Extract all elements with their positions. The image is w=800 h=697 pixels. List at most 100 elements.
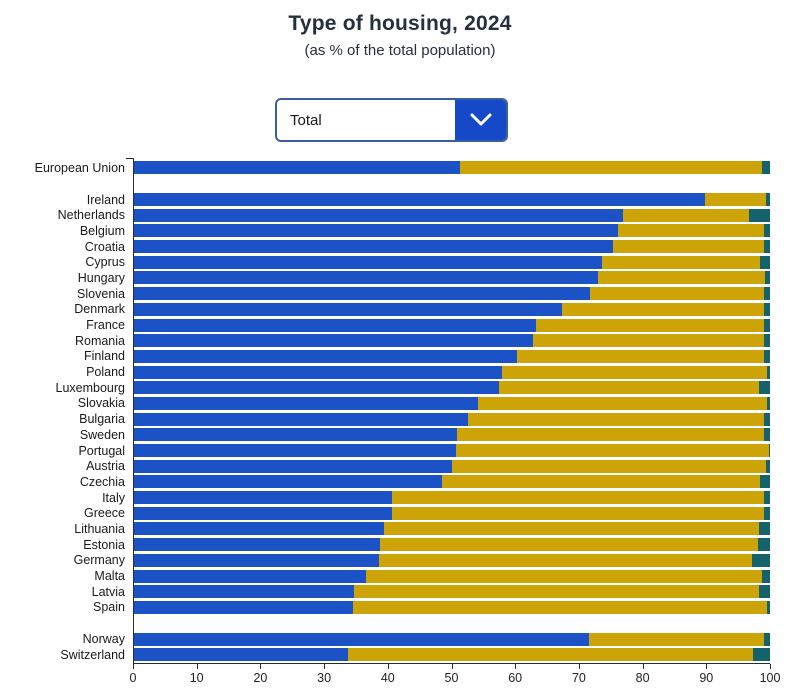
bar-segment-gold[interactable] [478,396,767,410]
bar-segment-teal[interactable] [763,240,770,254]
bar-segment-blue[interactable] [133,302,562,316]
bar-segment-teal[interactable] [763,349,770,363]
bar-segment-teal[interactable] [766,600,770,614]
bar-segment-teal[interactable] [763,224,770,238]
bar-segment-teal[interactable] [763,287,770,301]
bar-segment-blue[interactable] [133,459,453,473]
bar-segment-teal[interactable] [763,632,770,646]
bar-segment-gold[interactable] [391,506,764,520]
bar-segment-blue[interactable] [133,318,537,332]
bar-segment-gold[interactable] [612,240,764,254]
bar-segment-teal[interactable] [752,553,770,567]
bar-segment-teal[interactable] [759,381,770,395]
bar-segment-teal[interactable] [760,475,770,489]
row-track [133,428,770,442]
bar-segment-blue[interactable] [133,648,349,662]
bar-segment-teal[interactable] [763,428,770,442]
bar-segment-blue[interactable] [133,553,379,567]
bar-segment-gold[interactable] [501,365,767,379]
bar-segment-blue[interactable] [133,161,460,175]
bar-segment-teal[interactable] [753,648,770,662]
bar-segment-blue[interactable] [133,428,458,442]
bar-segment-blue[interactable] [133,224,619,238]
bar-segment-blue[interactable] [133,240,613,254]
bar-segment-gold[interactable] [455,444,769,458]
bar-segment-blue[interactable] [133,396,479,410]
bar-segment-blue[interactable] [133,522,384,536]
bar-segment-blue[interactable] [133,491,393,505]
bar-segment-teal[interactable] [757,538,770,552]
bar-segment-teal[interactable] [768,444,770,458]
bar-segment-blue[interactable] [133,193,706,207]
bar-segment-blue[interactable] [133,349,518,363]
x-axis-tick [451,663,453,669]
row-label: Slovenia [77,286,125,301]
bar-segment-teal[interactable] [763,412,770,426]
bar-segment-gold[interactable] [622,208,749,222]
bar-segment-teal[interactable] [760,255,770,269]
bar-segment-blue[interactable] [133,538,380,552]
dropdown-toggle-button[interactable] [455,100,506,140]
bar-segment-blue[interactable] [133,334,534,348]
bar-segment-blue[interactable] [133,287,591,301]
bar-segment-teal[interactable] [765,459,770,473]
bar-segment-gold[interactable] [457,428,764,442]
x-axis-tick [387,663,389,669]
bar-segment-gold[interactable] [705,193,766,207]
bar-segment-gold[interactable] [468,412,764,426]
bar-segment-gold[interactable] [392,491,764,505]
row-label: Belgium [79,223,125,238]
bar-segment-teal[interactable] [759,585,770,599]
bar-segment-gold[interactable] [536,318,764,332]
bar-segment-gold[interactable] [517,349,764,363]
bar-segment-blue[interactable] [133,208,623,222]
bar-segment-gold[interactable] [589,632,764,646]
housing-type-dropdown[interactable]: Total [275,98,508,142]
bar-segment-gold[interactable] [383,522,760,536]
bar-segment-teal[interactable] [766,365,770,379]
bar-segment-blue[interactable] [133,381,500,395]
bar-segment-gold[interactable] [459,161,763,175]
bar-segment-blue[interactable] [133,569,367,583]
bar-segment-blue[interactable] [133,585,355,599]
bar-segment-gold[interactable] [452,459,766,473]
bar-segment-gold[interactable] [354,585,760,599]
bar-segment-blue[interactable] [133,365,502,379]
bar-segment-gold[interactable] [601,255,761,269]
bar-segment-gold[interactable] [379,538,758,552]
bar-segment-gold[interactable] [378,553,753,567]
row-track [133,365,770,379]
bar-segment-gold[interactable] [590,287,764,301]
bar-segment-teal[interactable] [765,193,770,207]
bar-segment-teal[interactable] [763,506,770,520]
dropdown-selected-value[interactable]: Total [290,111,322,129]
bar-segment-teal[interactable] [759,522,770,536]
bar-segment-teal[interactable] [763,491,770,505]
bar-segment-gold[interactable] [441,475,761,489]
bar-segment-blue[interactable] [133,600,353,614]
bar-segment-blue[interactable] [133,632,590,646]
bar-segment-gold[interactable] [618,224,764,238]
bar-segment-blue[interactable] [133,271,598,285]
bar-segment-gold[interactable] [348,648,754,662]
bar-segment-gold[interactable] [598,271,765,285]
x-axis-tick-label: 50 [444,670,459,685]
bar-segment-gold[interactable] [533,334,764,348]
bar-segment-teal[interactable] [763,318,770,332]
bar-segment-gold[interactable] [366,569,762,583]
bar-segment-gold[interactable] [499,381,760,395]
bar-segment-teal[interactable] [763,302,770,316]
bar-segment-teal[interactable] [763,334,770,348]
bar-segment-blue[interactable] [133,444,456,458]
bar-segment-teal[interactable] [766,396,770,410]
bar-segment-teal[interactable] [761,569,770,583]
bar-segment-blue[interactable] [133,412,469,426]
bar-segment-teal[interactable] [748,208,770,222]
bar-segment-blue[interactable] [133,255,602,269]
bar-segment-blue[interactable] [133,506,392,520]
bar-segment-teal[interactable] [764,271,770,285]
bar-segment-blue[interactable] [133,475,442,489]
bar-segment-gold[interactable] [352,600,767,614]
bar-segment-gold[interactable] [561,302,764,316]
bar-segment-teal[interactable] [762,161,770,175]
